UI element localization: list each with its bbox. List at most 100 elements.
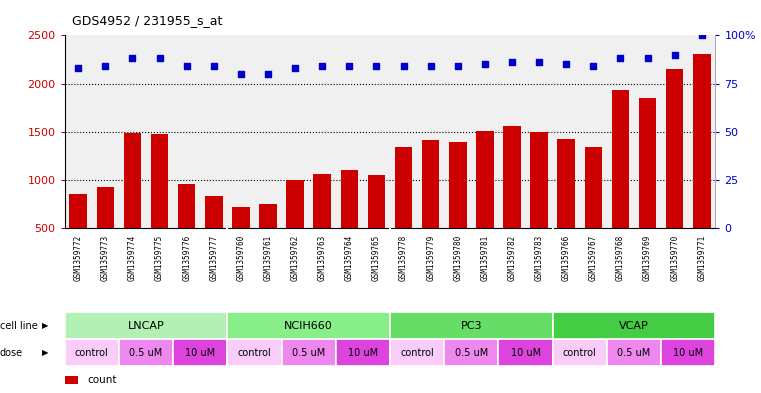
Bar [228, 339, 282, 366]
Text: cell line: cell line [0, 321, 38, 331]
Point [99, 63, 111, 69]
Text: LNCAP: LNCAP [128, 321, 164, 331]
Point [154, 55, 166, 62]
Text: PC3: PC3 [460, 321, 482, 331]
Point [696, 32, 708, 39]
Text: control: control [75, 347, 109, 358]
Text: 10 uM: 10 uM [348, 347, 378, 358]
Text: GSM1359780: GSM1359780 [454, 235, 462, 281]
Text: GSM1359766: GSM1359766 [562, 235, 571, 281]
Point [669, 51, 681, 58]
Bar [151, 134, 168, 276]
Text: GDS4952 / 231955_s_at: GDS4952 / 231955_s_at [72, 15, 223, 28]
Bar [557, 140, 575, 276]
Bar [612, 90, 629, 276]
Point [506, 59, 518, 66]
Bar [205, 196, 223, 276]
Bar [260, 204, 277, 276]
Bar [552, 312, 715, 339]
Text: GSM1359767: GSM1359767 [589, 235, 598, 281]
Text: ▶: ▶ [42, 348, 49, 357]
Text: 0.5 uM: 0.5 uM [617, 347, 651, 358]
Point [397, 63, 409, 69]
Bar [390, 312, 552, 339]
Point [126, 55, 139, 62]
Bar [390, 339, 444, 366]
Text: GSM1359761: GSM1359761 [263, 235, 272, 281]
Bar [69, 194, 87, 276]
Point [289, 65, 301, 71]
Point [614, 55, 626, 62]
Bar [65, 312, 228, 339]
Point [533, 59, 545, 66]
Text: GSM1359772: GSM1359772 [74, 235, 83, 281]
Bar [65, 339, 119, 366]
Bar [693, 54, 711, 276]
Text: GSM1359762: GSM1359762 [291, 235, 300, 281]
Point [262, 71, 274, 77]
Text: GSM1359774: GSM1359774 [128, 235, 137, 281]
Text: control: control [400, 347, 434, 358]
Bar [65, 376, 78, 384]
Point [371, 63, 383, 69]
Bar [228, 312, 390, 339]
Point [208, 63, 220, 69]
Text: GSM1359763: GSM1359763 [318, 235, 326, 281]
Text: GSM1359770: GSM1359770 [670, 235, 679, 281]
Bar [449, 142, 466, 276]
Point [452, 63, 464, 69]
Point [560, 61, 572, 67]
Bar [314, 174, 331, 276]
Text: GSM1359782: GSM1359782 [508, 235, 517, 281]
Bar [422, 140, 440, 276]
Text: GSM1359768: GSM1359768 [616, 235, 625, 281]
Text: GSM1359775: GSM1359775 [155, 235, 164, 281]
Bar [503, 126, 521, 276]
Bar [97, 187, 114, 276]
Bar [232, 207, 250, 276]
Bar [444, 339, 498, 366]
Bar [286, 180, 304, 276]
Bar [282, 339, 336, 366]
Point [180, 63, 193, 69]
Bar [340, 170, 358, 276]
Bar [552, 339, 607, 366]
Text: GSM1359773: GSM1359773 [101, 235, 110, 281]
Bar [368, 175, 385, 276]
Text: GSM1359764: GSM1359764 [345, 235, 354, 281]
Point [235, 71, 247, 77]
Bar [336, 339, 390, 366]
Text: ▶: ▶ [42, 321, 49, 330]
Bar [476, 131, 494, 276]
Text: 10 uM: 10 uM [185, 347, 215, 358]
Text: count: count [88, 375, 117, 385]
Text: GSM1359771: GSM1359771 [697, 235, 706, 281]
Bar [584, 147, 602, 276]
Text: VCAP: VCAP [619, 321, 649, 331]
Text: GSM1359776: GSM1359776 [182, 235, 191, 281]
Text: NCIH660: NCIH660 [285, 321, 333, 331]
Bar [119, 339, 174, 366]
Bar [666, 69, 683, 276]
Text: GSM1359760: GSM1359760 [237, 235, 245, 281]
Point [72, 65, 84, 71]
Text: GSM1359779: GSM1359779 [426, 235, 435, 281]
Text: 10 uM: 10 uM [511, 347, 540, 358]
Text: 0.5 uM: 0.5 uM [129, 347, 163, 358]
Bar [123, 132, 142, 276]
Text: GSM1359778: GSM1359778 [399, 235, 408, 281]
Bar [661, 339, 715, 366]
Bar [174, 339, 228, 366]
Text: dose: dose [0, 347, 23, 358]
Text: GSM1359783: GSM1359783 [535, 235, 543, 281]
Text: 10 uM: 10 uM [673, 347, 703, 358]
Text: GSM1359777: GSM1359777 [209, 235, 218, 281]
Point [479, 61, 491, 67]
Text: 0.5 uM: 0.5 uM [455, 347, 488, 358]
Bar [498, 339, 552, 366]
Bar [530, 132, 548, 276]
Text: control: control [237, 347, 272, 358]
Bar [178, 184, 196, 276]
Text: GSM1359781: GSM1359781 [480, 235, 489, 281]
Point [642, 55, 654, 62]
